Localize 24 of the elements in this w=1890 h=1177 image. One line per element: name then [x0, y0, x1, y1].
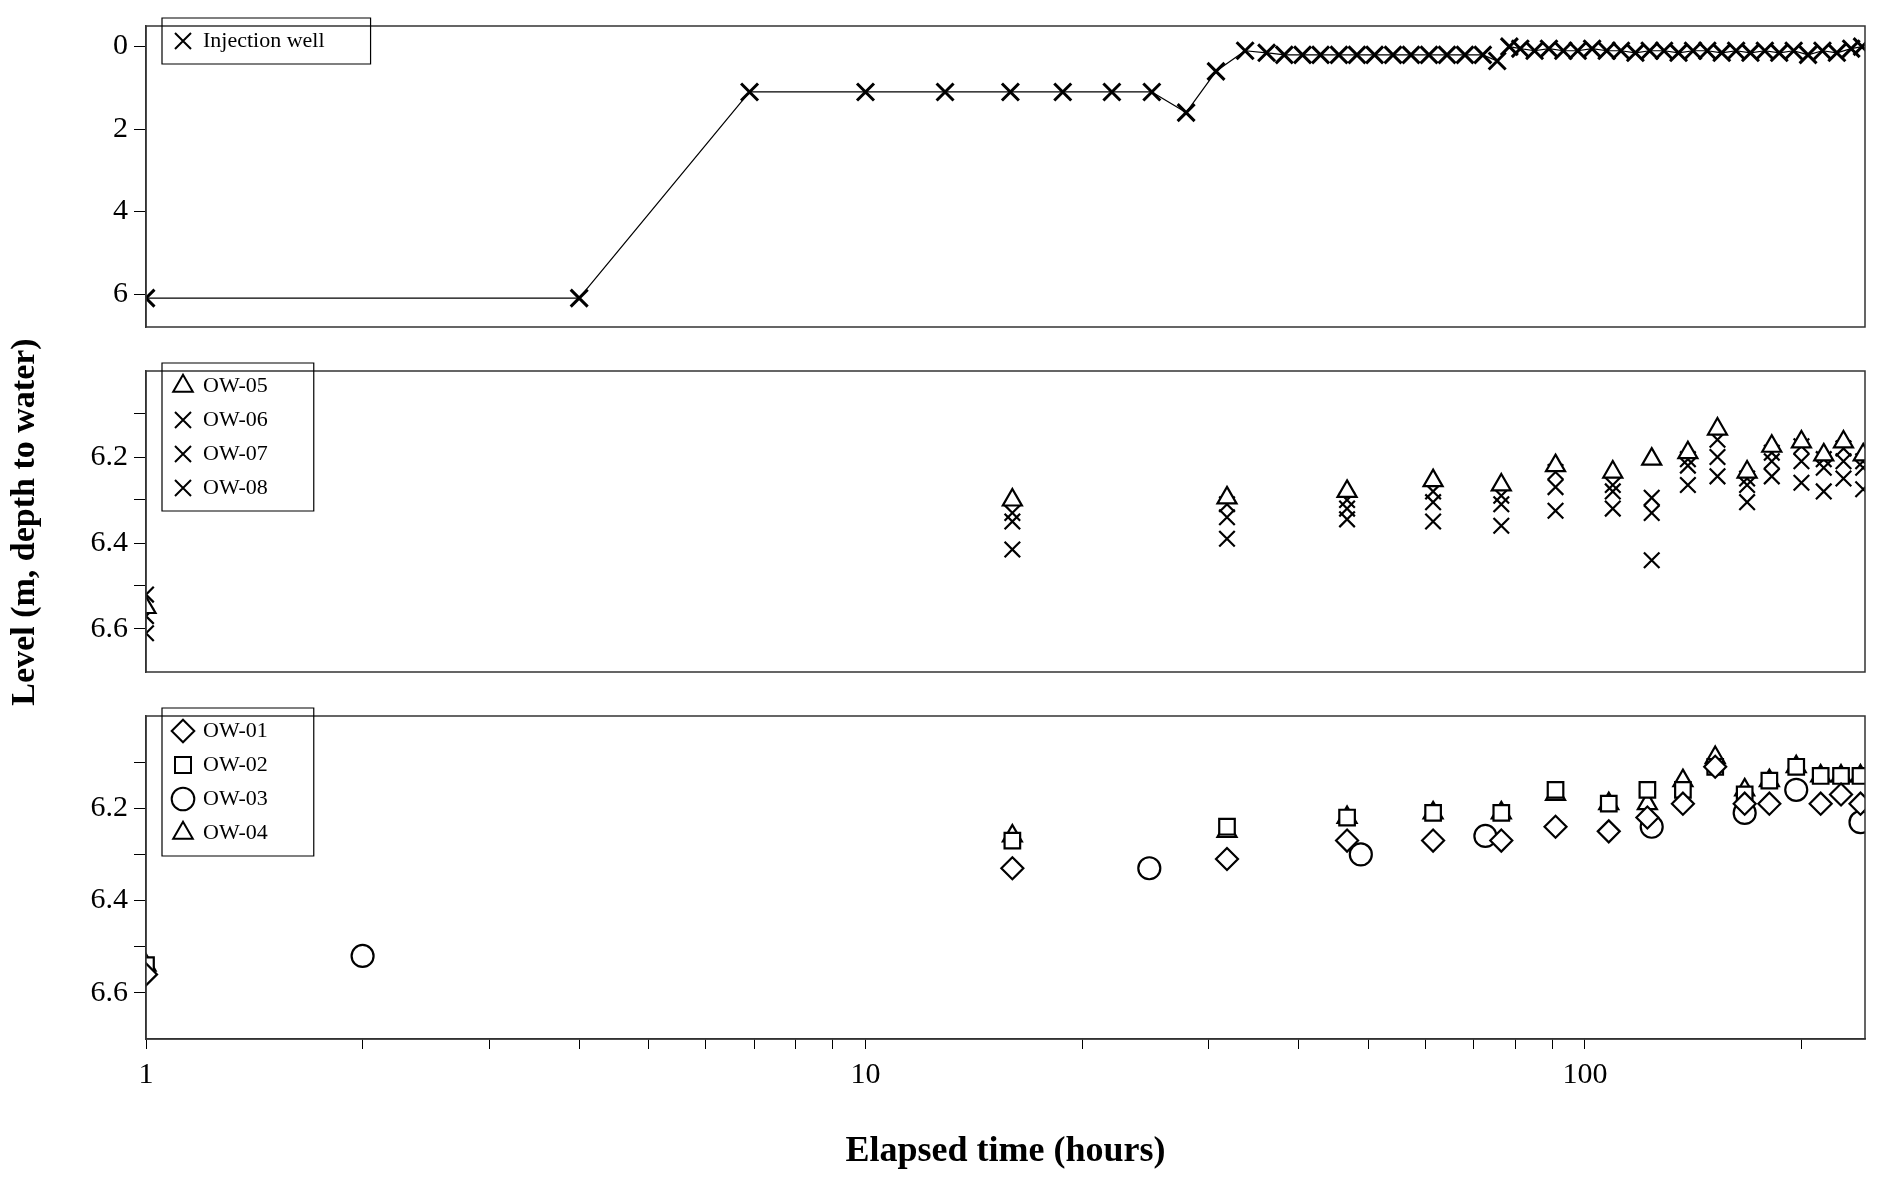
- y-tick-label: 6.2: [90, 789, 128, 823]
- x-axis-title: Elapsed time (hours): [845, 1128, 1166, 1169]
- x-tick-label: 1: [138, 1055, 154, 1089]
- y-tick-label: 6.6: [90, 609, 128, 643]
- y-tick-label: 6.2: [90, 437, 128, 471]
- legend-label: OW-05: [203, 371, 268, 397]
- y-tick-label: 0: [113, 27, 128, 61]
- legend-label: OW-02: [203, 750, 268, 776]
- legend-label: OW-01: [203, 716, 268, 742]
- legend-label: OW-07: [203, 439, 268, 465]
- y-tick-label: 6.6: [90, 973, 128, 1007]
- x-tick-label: 100: [1562, 1055, 1608, 1089]
- legend-label: OW-08: [203, 473, 268, 499]
- y-tick-label: 2: [113, 109, 128, 143]
- y-tick-label: 6: [113, 274, 128, 308]
- legend-label: OW-03: [203, 784, 268, 810]
- x-tick-label: 10: [850, 1055, 881, 1089]
- y-tick-label: 6.4: [90, 881, 128, 915]
- legend-label: OW-06: [203, 405, 268, 431]
- y-tick-label: 6.4: [90, 523, 128, 557]
- y-axis-title: Level (m, depth to water): [4, 336, 42, 708]
- legend-label: OW-04: [203, 818, 268, 844]
- legend-label: Injection well: [203, 26, 325, 52]
- y-tick-label: 4: [113, 192, 128, 226]
